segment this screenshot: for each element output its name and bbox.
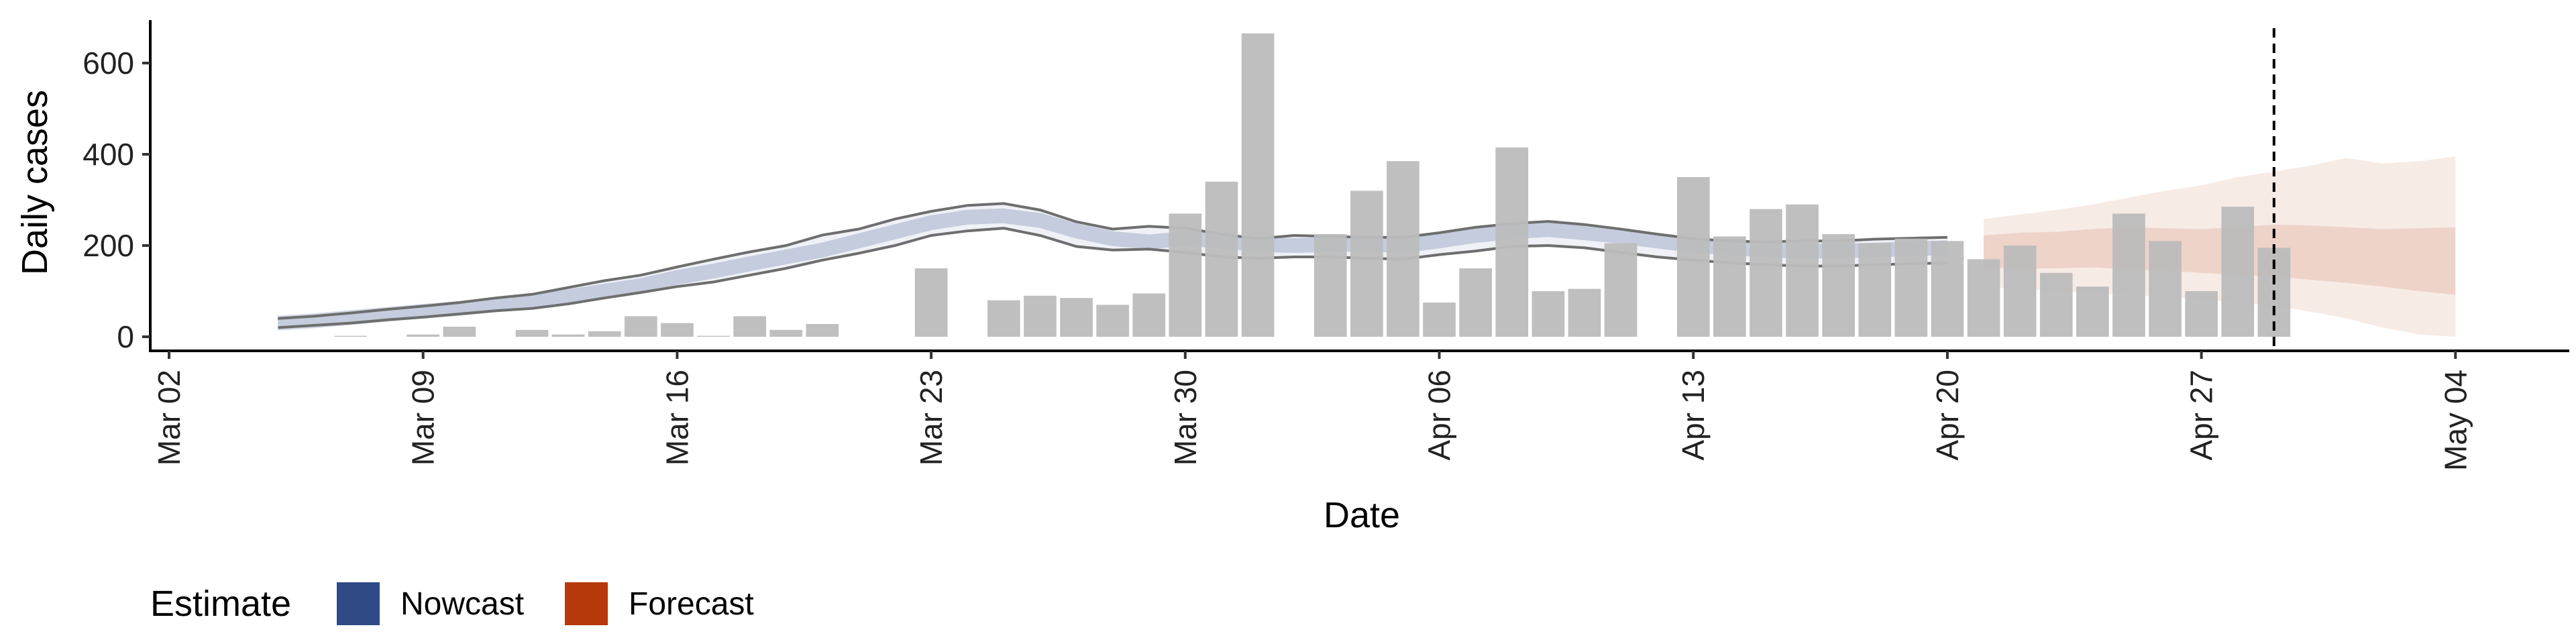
bar xyxy=(407,334,440,337)
x-tick-label: Mar 30 xyxy=(1168,370,1203,466)
legend-title: Estimate xyxy=(150,584,291,624)
bar xyxy=(2003,246,2037,337)
nowcast-median-band xyxy=(277,208,1948,331)
bar xyxy=(1205,181,1238,337)
bar xyxy=(1604,243,1638,337)
bar xyxy=(334,335,367,337)
bar xyxy=(1132,293,1166,337)
legend-swatch-forecast xyxy=(565,582,608,625)
bar xyxy=(987,300,1020,337)
bar xyxy=(1096,305,1129,337)
bar xyxy=(2076,286,2109,337)
bar xyxy=(588,331,621,337)
bar xyxy=(1786,204,1819,337)
bar xyxy=(1822,234,1855,337)
y-axis-title: Daily cases xyxy=(15,90,55,275)
nowcast-band-90 xyxy=(278,203,1947,328)
bar xyxy=(1967,259,2000,337)
bar xyxy=(2221,207,2255,337)
legend-swatch-nowcast xyxy=(337,582,380,625)
bar xyxy=(1568,288,1601,337)
x-tick-label: Apr 13 xyxy=(1676,370,1711,461)
x-tick-label: Mar 23 xyxy=(914,370,949,466)
nowcast-lower-line xyxy=(278,227,1947,329)
bar xyxy=(2039,272,2073,337)
bar xyxy=(2185,291,2218,337)
bar xyxy=(806,324,839,337)
bar xyxy=(697,335,730,337)
bar xyxy=(1676,177,1710,337)
nowcast-upper-line xyxy=(278,202,1947,320)
bar xyxy=(2112,213,2145,337)
x-tick-label: May 04 xyxy=(2438,370,2473,471)
bar xyxy=(443,327,476,337)
forecast-band-50 xyxy=(1984,224,2456,295)
y-tick-label: 0 xyxy=(117,319,134,354)
legend: Estimate Nowcast Forecast xyxy=(150,582,754,625)
bar xyxy=(515,329,549,337)
bar xyxy=(1495,147,1529,337)
bar xyxy=(1459,268,1492,337)
bar xyxy=(1387,161,1419,337)
bar xyxy=(1423,303,1456,337)
nowcast-layer xyxy=(277,202,1948,331)
bar xyxy=(1313,234,1347,337)
x-tick-label: Mar 02 xyxy=(152,370,186,466)
x-axis-title: Date xyxy=(1324,495,1400,535)
bar xyxy=(1858,243,1892,337)
bar xyxy=(733,316,766,337)
bar xyxy=(661,323,694,337)
bar xyxy=(1169,213,1202,337)
x-tick-label: Mar 16 xyxy=(659,370,694,466)
bar xyxy=(625,316,657,337)
x-tick-label: Apr 20 xyxy=(1930,370,1965,461)
bar xyxy=(1024,295,1057,337)
legend-label-forecast: Forecast xyxy=(629,586,754,622)
bar xyxy=(1713,236,1746,337)
bar xyxy=(769,329,803,337)
bar xyxy=(1060,298,1093,337)
x-tick-label: Apr 27 xyxy=(2184,370,2219,461)
bar xyxy=(1894,238,1928,337)
bar xyxy=(2149,241,2182,337)
bar xyxy=(1931,241,1964,337)
bar xyxy=(551,334,585,337)
bar xyxy=(1532,291,1565,337)
bar xyxy=(1241,33,1275,337)
y-tick-label: 400 xyxy=(83,137,134,172)
bar xyxy=(914,268,948,337)
bar xyxy=(1750,209,1782,337)
y-tick-label: 200 xyxy=(83,228,134,263)
y-tick-label: 600 xyxy=(83,46,134,80)
x-tick-label: Mar 09 xyxy=(406,370,441,466)
legend-label-nowcast: Nowcast xyxy=(400,586,524,622)
x-tick-label: Apr 06 xyxy=(1422,370,1457,461)
bar xyxy=(1350,191,1383,337)
axes-layer: 0 200 400 600 Mar 02 Mar 09 Mar 16 Mar 23 Mar 30… xyxy=(15,20,2569,535)
